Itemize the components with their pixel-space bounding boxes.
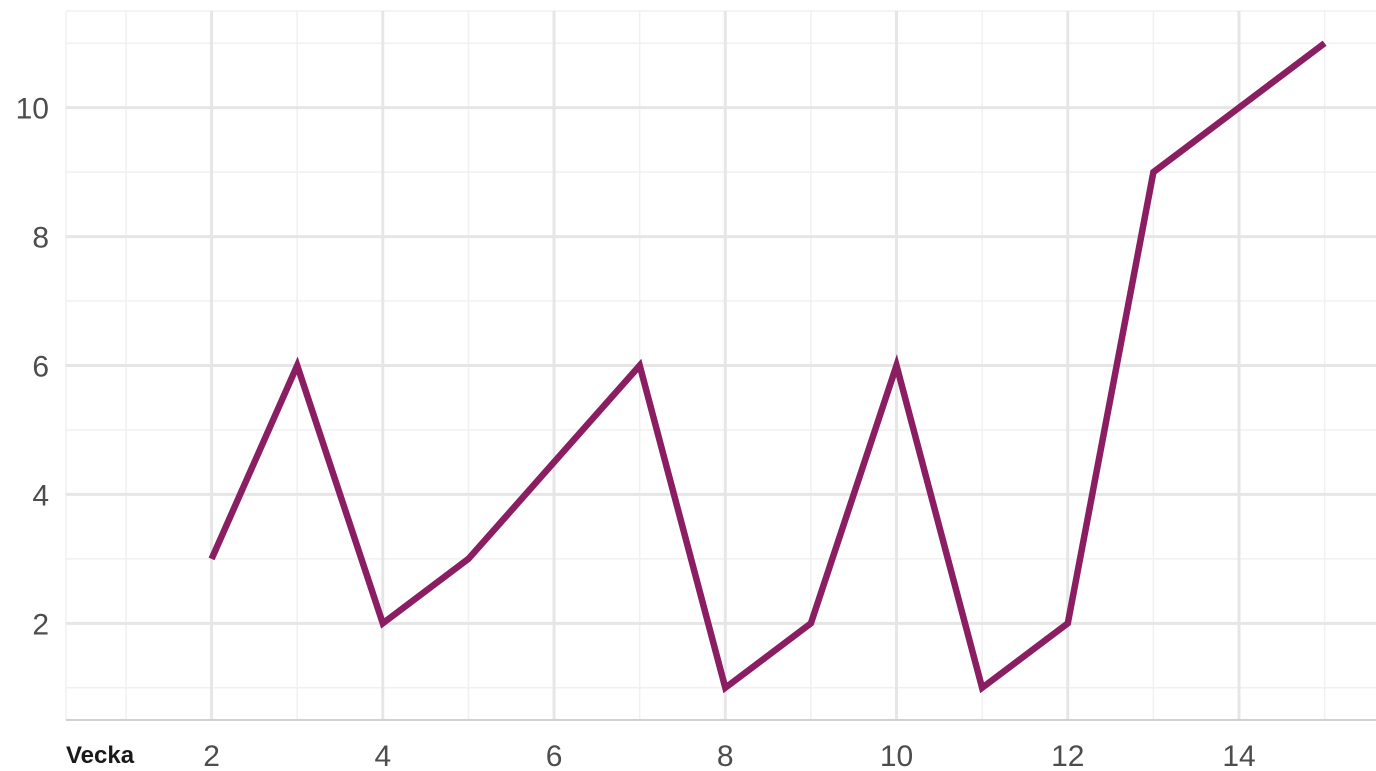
y-tick-label: 10 [16,93,49,126]
x-tick-label: 10 [880,740,913,771]
x-tick-label: 14 [1222,740,1255,771]
x-tick-label: 4 [374,740,391,771]
x-axis-ticks: 2 4 6 8 10 12 14 [203,740,1255,771]
major-gridlines [66,11,1376,720]
x-tick-label: 12 [1051,740,1084,771]
x-tick-label: 8 [717,740,734,771]
y-tick-label: 4 [32,479,49,512]
y-tick-label: 6 [32,351,49,384]
x-tick-label: 2 [203,740,220,771]
x-axis-title: Vecka [66,742,135,769]
x-tick-label: 6 [546,740,563,771]
y-axis-ticks: 2 4 6 8 10 [16,93,49,642]
y-tick-label: 8 [32,222,49,255]
y-tick-label: 2 [32,608,49,641]
series-layer [208,40,1327,694]
series-line [208,40,1327,694]
